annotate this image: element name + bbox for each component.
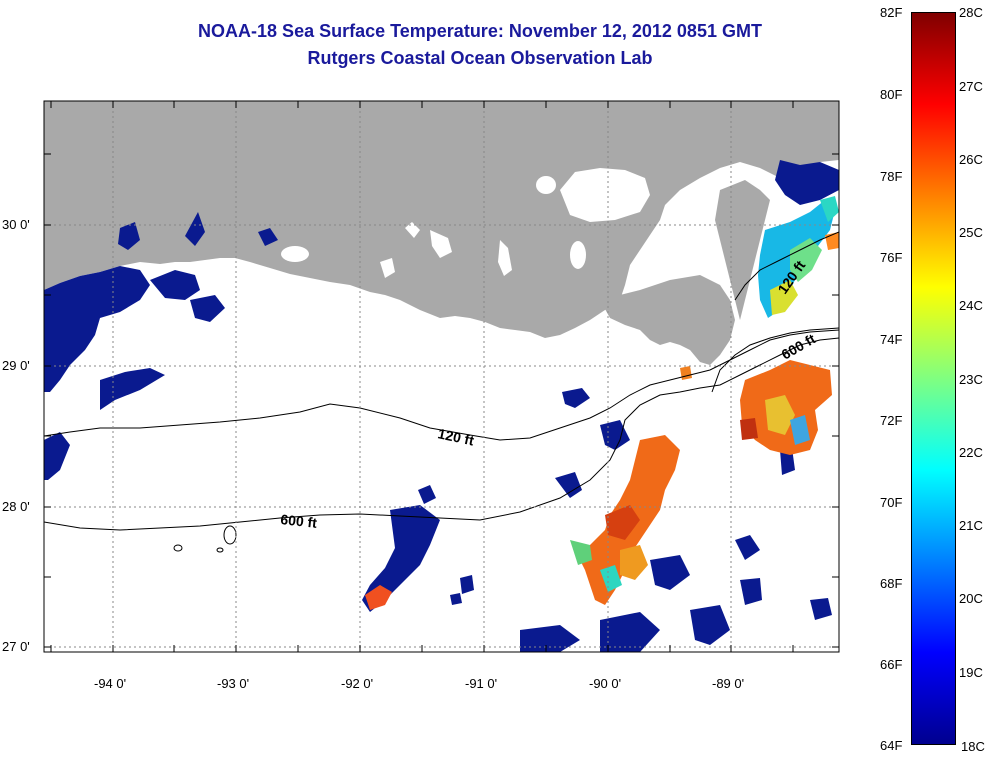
- contour-120ft-west: [44, 329, 839, 441]
- lake-small: [380, 258, 395, 278]
- lake-small: [498, 240, 512, 276]
- colorbar-c-label: 23C: [959, 372, 983, 387]
- colorbar-f-label: 74F: [880, 332, 903, 347]
- map-frame: [43, 100, 840, 653]
- x-tick-label: -90 0': [589, 676, 622, 691]
- colorbar-f-label: 78F: [880, 169, 903, 184]
- lake-calcasieu: [281, 246, 309, 262]
- map-title: NOAA-18 Sea Surface Temperature: Novembe…: [198, 21, 762, 41]
- contour-600ft-west: [44, 337, 839, 531]
- x-tick-label: -92 0': [341, 676, 374, 691]
- colorbar-f-label: 72F: [880, 413, 903, 428]
- y-tick-label: 29 0': [2, 358, 30, 373]
- colorbar-c-label: 26C: [959, 152, 983, 167]
- lake-pontchartrain: [560, 168, 650, 222]
- land-east: [715, 180, 770, 320]
- contour-island: [223, 525, 237, 545]
- land-mass: [44, 101, 839, 338]
- contour-label-600-west: 600 ft: [280, 511, 318, 531]
- colorbar-c-label: 22C: [959, 445, 983, 460]
- contour-600ft-east: [711, 327, 839, 393]
- lake-small: [430, 230, 452, 258]
- colorbar-f-label: 64F: [880, 738, 903, 753]
- colorbar-c-label: 20C: [959, 591, 983, 606]
- x-tick-label: -94 0': [94, 676, 127, 691]
- colorbar-f-label: 80F: [880, 87, 903, 102]
- colorbar-c-label: 28C: [959, 5, 983, 20]
- x-tick-label: -89 0': [712, 676, 745, 691]
- y-tick-label: 28 0': [2, 499, 30, 514]
- sst-cold-patches: [44, 160, 839, 652]
- y-tick-label: 27 0': [2, 639, 30, 654]
- contour-label-120-west: 120 ft: [436, 425, 475, 448]
- frame-ticks: [44, 101, 839, 652]
- lake-small: [405, 222, 420, 238]
- graticule: [44, 101, 839, 652]
- contour-120ft-east: [734, 231, 839, 301]
- colorbar-c-label: 21C: [959, 518, 983, 533]
- colorbar-c-label: 27C: [959, 79, 983, 94]
- x-tick-label: -91 0': [465, 676, 498, 691]
- colorbar-f-label: 76F: [880, 250, 903, 265]
- colorbar-f-label: 70F: [880, 495, 903, 510]
- lake-salvador: [570, 241, 586, 269]
- y-tick-label: 30 0': [2, 217, 30, 232]
- colorbar-f-label: 68F: [880, 576, 903, 591]
- x-tick-label: -93 0': [217, 676, 250, 691]
- temperature-colorbar: [911, 12, 956, 745]
- mississippi-delta: [600, 275, 735, 365]
- lake-maurepas: [536, 176, 556, 194]
- colorbar-f-label: 82F: [880, 5, 903, 20]
- map-subtitle: Rutgers Coastal Ocean Observation Lab: [307, 48, 653, 68]
- colorbar-c-label: 19C: [959, 665, 983, 680]
- colorbar-c-label: 25C: [959, 225, 983, 240]
- colorbar-c-label: 18C: [961, 739, 985, 754]
- sst-warm-patches: [365, 360, 832, 610]
- contour-island: [216, 547, 224, 553]
- colorbar-f-label: 66F: [880, 657, 903, 672]
- colorbar-c-label: 24C: [959, 298, 983, 313]
- contour-island: [173, 544, 183, 552]
- sst-cool-patches: [758, 196, 839, 318]
